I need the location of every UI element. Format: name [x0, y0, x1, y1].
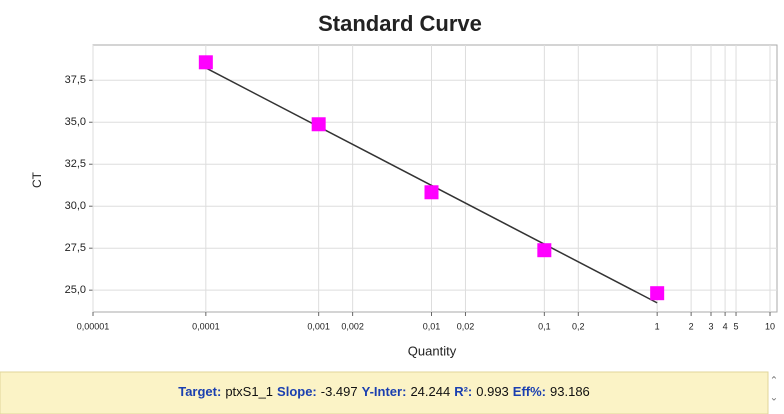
x-tick-label: 10 — [765, 321, 775, 331]
fit-summary: Target: ptxS1_1 Slope: -3.497 Y-Inter: 24.244… — [178, 384, 590, 399]
x-tick-label: 1 — [655, 321, 660, 331]
y-tick-label: 27,5 — [65, 242, 86, 254]
y-tick-label: 32,5 — [65, 158, 86, 170]
x-tick-label: 0,01 — [423, 321, 441, 331]
x-tick-label: 5 — [734, 321, 739, 331]
x-tick-label: 0,001 — [307, 321, 330, 331]
scroll-up[interactable]: ⌃ — [770, 376, 778, 387]
y-axis-label: CT — [30, 171, 44, 188]
x-tick-label: 4 — [723, 321, 728, 331]
point — [424, 185, 439, 200]
footer-bar — [0, 371, 769, 414]
fit-label: Y-Inter: — [362, 384, 407, 399]
x-tick-label: 0,02 — [457, 321, 475, 331]
fit-value: 0.993 — [476, 384, 509, 399]
fit-label: Target: — [178, 384, 221, 399]
fit-label: R²: — [454, 384, 472, 399]
chart-title: Standard Curve — [318, 11, 482, 36]
y-tick-label: 37,5 — [65, 74, 86, 86]
plot-area — [92, 44, 778, 313]
y-tick-label: 35,0 — [65, 116, 86, 128]
fit-label: Slope: — [277, 384, 317, 399]
x-tick-label: 3 — [708, 321, 713, 331]
x-tick-label: 0,1 — [538, 321, 551, 331]
point — [650, 286, 665, 301]
fit-label: Eff%: — [513, 384, 546, 399]
fit-value: 93.186 — [550, 384, 590, 399]
scroll-down[interactable]: ⌄ — [770, 393, 778, 404]
y-tick-label: 25,0 — [65, 284, 86, 296]
x-tick-label: 0,002 — [341, 321, 364, 331]
x-axis-label: Quantity — [408, 343, 457, 358]
fit-value: ptxS1_1 — [225, 384, 273, 399]
fit-value: 24.244 — [410, 384, 450, 399]
x-tick-label: 0,2 — [572, 321, 585, 331]
x-tick-label: 0,0001 — [192, 321, 220, 331]
point — [537, 243, 552, 258]
fit-value: -3.497 — [321, 384, 358, 399]
x-tick-label: 2 — [689, 321, 694, 331]
point — [198, 55, 213, 70]
point — [311, 117, 326, 132]
x-tick-label: 0,00001 — [77, 321, 110, 331]
y-tick-label: 30,0 — [65, 200, 86, 212]
